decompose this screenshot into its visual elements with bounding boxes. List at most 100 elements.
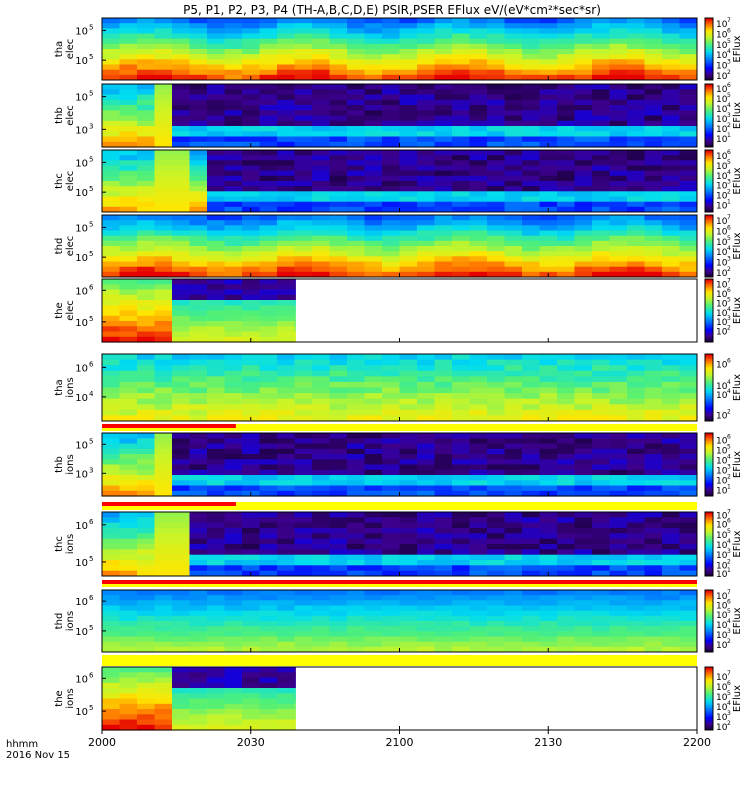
spectrogram-cell [592, 464, 610, 471]
spectrogram-cell [557, 246, 575, 252]
colorbar-segment [705, 112, 713, 115]
colorbar-tick-label: 10 [716, 309, 728, 319]
spectrogram-cell [557, 354, 575, 361]
colorbar-segment [705, 719, 713, 722]
spectrogram-cell [277, 354, 295, 361]
spectrogram-cell [102, 284, 120, 291]
spectrogram-cell [207, 230, 225, 237]
spectrogram-cell [154, 336, 173, 343]
colorbar-segment [705, 252, 713, 255]
spectrogram-cell [487, 433, 505, 439]
spectrogram-cell [277, 131, 295, 138]
spectrogram-cell [189, 69, 208, 76]
spectrogram-cell [469, 99, 488, 106]
spectrogram-cell [242, 610, 260, 617]
spectrogram-cell [259, 94, 278, 101]
spectrogram-cell [557, 110, 575, 117]
spectrogram-cell [662, 370, 680, 377]
spectrogram-cell [294, 131, 313, 138]
spectrogram-cell [102, 387, 120, 394]
colorbar-segment [705, 73, 713, 76]
spectrogram-cell [592, 560, 610, 566]
colorbar-segment [705, 312, 713, 315]
spectrogram-cell [522, 636, 540, 643]
colorbar-tick-label: 10 [716, 611, 728, 621]
spectrogram-cell [224, 544, 243, 550]
colorbar-tick-label: 10 [716, 446, 728, 456]
spectrogram-cell [574, 215, 593, 221]
spectrogram-cell [224, 433, 243, 439]
spectrogram-cell [172, 538, 190, 545]
spectrogram-cell [189, 485, 208, 492]
spectrogram-cell [259, 600, 278, 606]
spectrogram-cell [277, 105, 295, 111]
spectrogram-cell [592, 225, 610, 231]
spectrogram-cell [592, 443, 610, 450]
panel-label-probe: thd [54, 613, 65, 630]
spectrogram-cell [487, 105, 505, 111]
spectrogram-cell [557, 196, 575, 203]
spectrogram-cell [539, 196, 558, 203]
spectrogram-cell [382, 120, 400, 127]
status-bar [102, 655, 697, 666]
spectrogram-cell [119, 246, 138, 252]
spectrogram-cell [294, 370, 313, 377]
y-tick-label: 10 [75, 627, 88, 638]
spectrogram-cell [172, 271, 190, 278]
spectrogram-cell [189, 517, 208, 524]
colorbar-segment [705, 296, 713, 299]
spectrogram-cell [364, 165, 383, 172]
colorbar-segment [705, 529, 713, 532]
spectrogram-cell [434, 549, 453, 556]
colorbar-segment [705, 55, 713, 58]
spectrogram-cell [102, 682, 120, 689]
spectrogram-cell [312, 549, 330, 556]
spectrogram-cell [242, 191, 260, 197]
spectrogram-cell [347, 215, 365, 221]
spectrogram-cell [557, 170, 575, 177]
spectrogram-cell [224, 331, 243, 338]
spectrogram-cell [277, 115, 295, 122]
spectrogram-cell [277, 688, 295, 694]
spectrogram-cell [172, 646, 190, 653]
spectrogram-cell [399, 354, 418, 361]
spectrogram-cell [662, 206, 680, 213]
spectrogram-cell [277, 266, 295, 273]
spectrogram-cell [539, 38, 558, 45]
spectrogram-cell [609, 235, 628, 242]
spectrogram-cell [452, 641, 470, 648]
colorbar-segment [705, 673, 713, 676]
spectrogram-cell [557, 201, 575, 208]
spectrogram-cell [522, 600, 540, 606]
spectrogram-cell [207, 724, 225, 731]
spectrogram-cell [137, 719, 155, 726]
colorbar-segment [705, 69, 713, 72]
colorbar-tick-exponent: 2 [727, 189, 731, 196]
colorbar-frame [704, 432, 714, 497]
spectrogram-cell [224, 225, 243, 231]
spectrogram-cell [469, 69, 488, 76]
spectrogram-cell [294, 206, 313, 213]
spectrogram-cell [662, 646, 680, 653]
spectrogram-cell [557, 69, 575, 76]
spectrogram-cell [189, 549, 208, 556]
spectrogram-cell [627, 636, 645, 643]
spectrogram-cell [469, 370, 488, 377]
spectrogram-cell [557, 220, 575, 226]
spectrogram-cell [539, 84, 558, 90]
spectrogram-cell [574, 549, 593, 556]
spectrogram-cell [102, 294, 120, 301]
spectrogram-cell [522, 38, 540, 45]
spectrogram-cell [382, 475, 400, 481]
spectrogram-cell [242, 641, 260, 648]
spectrogram-cell [679, 160, 698, 166]
status-bar [102, 424, 697, 431]
spectrogram-cell [644, 565, 663, 572]
spectrogram-cell [382, 240, 400, 247]
spectrogram-cell [469, 433, 488, 439]
spectrogram-cell [557, 490, 575, 497]
spectrogram-cell [364, 636, 383, 643]
spectrogram-cell [627, 595, 645, 601]
spectrogram-cell [504, 43, 523, 50]
spectrogram-cell [189, 84, 208, 90]
